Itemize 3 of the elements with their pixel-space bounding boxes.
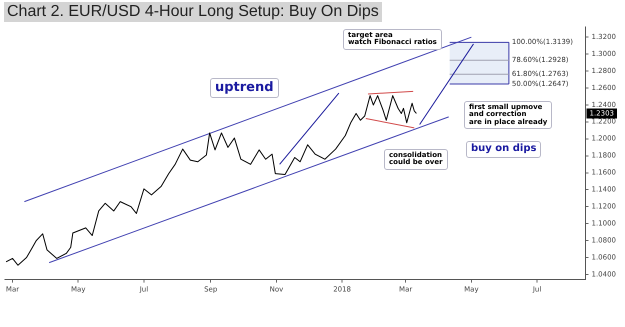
chart-title: Chart 2. EUR/USD 4-Hour Long Setup: Buy On Dips	[4, 2, 382, 22]
annotation: buy on dips	[466, 141, 542, 158]
annotation: uptrend	[210, 78, 279, 98]
